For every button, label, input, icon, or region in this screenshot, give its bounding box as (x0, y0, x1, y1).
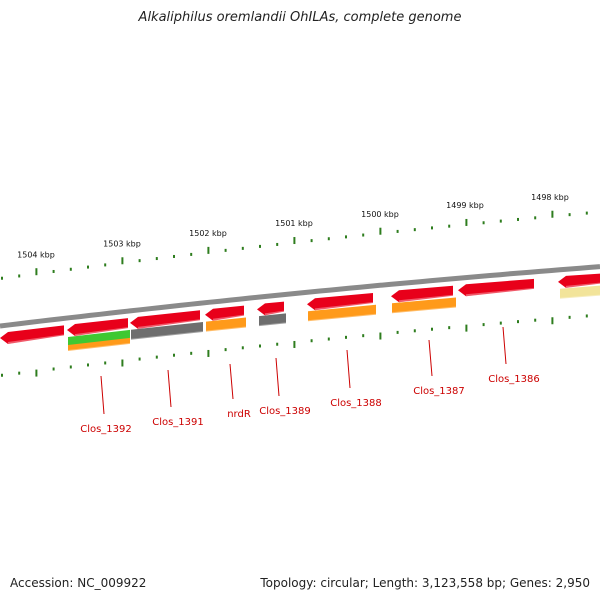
map-title: Alkaliphilus oremlandii OhILAs, complete… (138, 10, 462, 25)
gene-label: Clos_1391 (152, 417, 204, 428)
gene-shade (465, 287, 535, 297)
kbp-label: 1502 kbp (189, 229, 227, 238)
leader-line (100, 375, 105, 415)
kbp-label: 1501 kbp (275, 219, 313, 228)
gene-arrow (392, 297, 456, 314)
leader-line (275, 357, 280, 397)
gene-shade (559, 294, 600, 300)
gene-arrow (206, 317, 246, 332)
kbp-label: 1498 kbp (531, 193, 569, 202)
gene-labels: Clos_1392 Clos_1391 nrdR Clos_1389 Clos_1388… (80, 374, 540, 435)
leader-line (346, 349, 351, 389)
gene-shade (130, 330, 204, 341)
gene-shade (137, 319, 201, 329)
gene-shade (74, 327, 129, 337)
gene-label: nrdR (227, 409, 251, 420)
gene-arrow (131, 321, 203, 340)
genome-backbone (0, 264, 600, 329)
gene-shade (398, 294, 454, 303)
inner-tick-track (1, 314, 588, 377)
gene-label: Clos_1389 (259, 406, 311, 417)
leader-line (167, 369, 172, 408)
kbp-label: 1500 kbp (361, 210, 399, 219)
gene-label: Clos_1386 (488, 374, 540, 385)
genome-summary: Topology: circular; Length: 3,123,558 bp… (260, 576, 590, 590)
leader-line (229, 363, 234, 400)
kbp-label: 1504 kbp (17, 250, 55, 259)
gene-label: Clos_1388 (330, 398, 382, 409)
gene-arrow (68, 337, 130, 351)
gene-shade (67, 342, 131, 352)
gene-arrow (257, 301, 284, 316)
outer-tick-track (1, 210, 588, 280)
gene-shade (264, 310, 285, 316)
gene-arrow (308, 304, 376, 322)
gene-arrow (130, 310, 200, 329)
gene-shade (565, 282, 600, 288)
gene-shade (7, 334, 65, 344)
gene-shade (307, 313, 377, 323)
leader-line (502, 326, 507, 365)
gene-arrow (67, 318, 128, 337)
kbp-labels: 1504 kbp 1503 kbp 1502 kbp 1501 kbp 1500 kbp… (17, 193, 569, 259)
gene-label: Clos_1387 (413, 386, 465, 397)
leader-line (428, 339, 433, 377)
gene-shade (205, 326, 247, 333)
gene-arrow (68, 329, 130, 347)
gene-label-leaders (100, 326, 507, 415)
gene-shade (314, 301, 374, 311)
gene-arrow (205, 305, 244, 321)
gene-arrow (259, 313, 286, 327)
gene-features (0, 273, 600, 352)
kbp-label: 1499 kbp (446, 201, 484, 210)
gene-shade (212, 314, 245, 321)
gene-arrow (307, 292, 373, 311)
gene-arrow (558, 273, 600, 288)
kbp-label: 1503 kbp (103, 239, 141, 248)
gene-shade (391, 306, 457, 315)
gene-arrow (458, 278, 534, 297)
gene-arrow (391, 285, 453, 303)
gene-label: Clos_1392 (80, 424, 132, 435)
accession-text: Accession: NC_009922 (10, 576, 147, 590)
gene-shade (258, 322, 287, 328)
gene-arrow (0, 325, 64, 344)
gene-arrow (560, 285, 600, 299)
